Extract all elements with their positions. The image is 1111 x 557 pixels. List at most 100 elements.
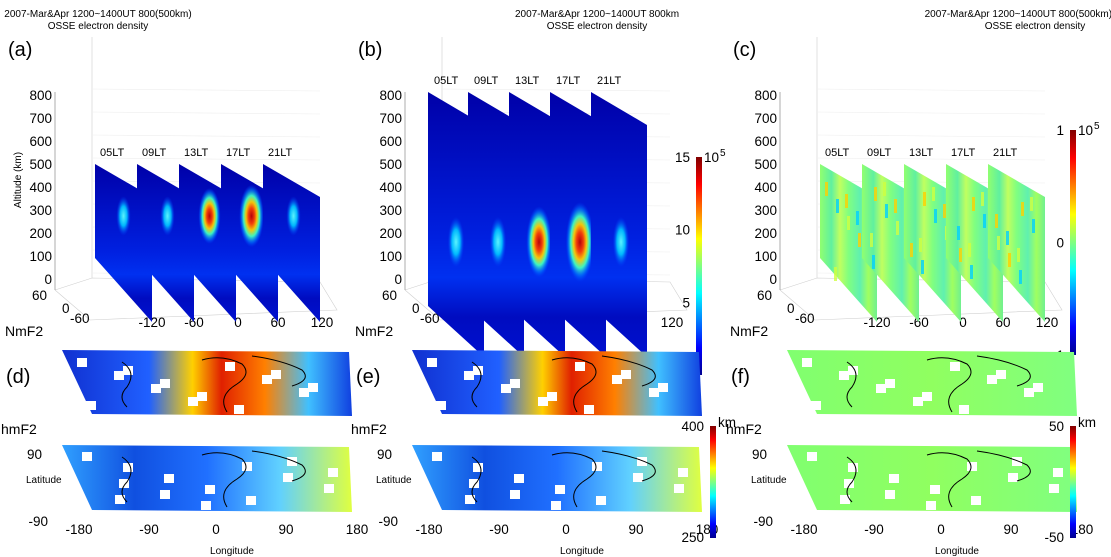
missing-data-cell [811, 401, 821, 410]
missing-data-cell [633, 473, 643, 482]
missing-data-cell [1012, 457, 1022, 466]
y-tick-label: 0 [787, 301, 795, 316]
lat-tick-label: -90 [378, 514, 398, 529]
missing-data-cell [123, 366, 133, 375]
coastline [121, 450, 306, 508]
lon-tick-label: -180 [790, 522, 817, 537]
residual-streak [983, 214, 986, 228]
z-tick-label: 100 [29, 249, 52, 264]
grid-line [816, 88, 1046, 92]
lat-tick-label: 90 [752, 447, 767, 462]
residual-streak [997, 236, 1000, 250]
y-tick-label: -60 [420, 311, 440, 326]
panel-a: 2007-Mar&Apr 1200~1400UT 800(500km)OSSE … [4, 9, 338, 330]
nmf2-map [787, 350, 1077, 416]
residual-streak [968, 243, 971, 257]
nmf2-map [412, 350, 702, 416]
slice-label: 05LT [434, 75, 459, 87]
missing-data-cell [234, 405, 244, 414]
missing-data-cell [473, 366, 483, 375]
grid-line [91, 134, 321, 138]
coastline [121, 355, 306, 413]
missing-data-cell [930, 485, 940, 494]
density-peak [526, 206, 552, 278]
x-tick-label: 120 [661, 315, 684, 330]
residual-streak [970, 265, 973, 279]
z-tick-label: 300 [29, 203, 52, 218]
lat-tick-label: 90 [27, 447, 42, 462]
longitude-label: Longitude [210, 546, 254, 557]
missing-data-cell [844, 479, 854, 488]
colorbar-tick-label: 50 [1049, 419, 1064, 434]
missing-data-cell [959, 405, 969, 414]
missing-data-cell [501, 384, 511, 393]
colorbar [1070, 130, 1076, 355]
panel-label: (c) [733, 39, 756, 61]
lon-tick-label: -90 [489, 522, 509, 537]
residual-streak [872, 255, 875, 269]
missing-data-cell [283, 473, 293, 482]
missing-data-cell [612, 375, 622, 384]
residual-streak [858, 233, 861, 247]
panel-title-line: OSSE electron density [48, 21, 149, 32]
z-tick-label: 300 [379, 203, 402, 218]
missing-data-cell [848, 463, 858, 472]
slice-label: 17LT [556, 75, 581, 87]
missing-data-cell [839, 371, 849, 380]
missing-data-cell [328, 468, 338, 477]
missing-data-cell [913, 397, 923, 406]
grid-line [816, 134, 1046, 138]
missing-data-cell [324, 484, 334, 493]
grid-line [816, 111, 1046, 115]
panel-title-line: OSSE electron density [547, 21, 648, 32]
missing-data-cell [885, 490, 895, 499]
missing-data-cell [271, 370, 281, 379]
coastline [471, 355, 656, 413]
missing-data-cell [922, 392, 932, 401]
missing-data-cell [840, 495, 850, 504]
missing-data-cell [119, 479, 129, 488]
lon-tick-label: 90 [628, 522, 643, 537]
panel-label: (a) [8, 39, 32, 61]
panel-label: (f) [731, 366, 750, 388]
density-peak [489, 216, 507, 268]
colorbar-unit: km [718, 415, 736, 430]
grid-line [441, 88, 671, 92]
colorbar-tick-label: 10 [675, 223, 690, 238]
missing-data-cell [926, 501, 936, 510]
lon-tick-label: 180 [1071, 522, 1094, 537]
missing-data-cell [876, 384, 886, 393]
slice-face [263, 164, 320, 322]
x-tick-label: -60 [909, 315, 929, 330]
missing-data-cell [950, 362, 960, 371]
z-axis-label: Altitude (km) [13, 152, 24, 208]
z-tick-label: 800 [379, 88, 402, 103]
colorbar [710, 426, 716, 538]
missing-data-cell [82, 452, 92, 461]
missing-data-cell [86, 401, 96, 410]
residual-streak [981, 192, 984, 206]
hmf2-label: hmF2 [1, 421, 37, 437]
longitude-label: Longitude [560, 546, 604, 557]
missing-data-cell [596, 496, 606, 505]
z-tick-label: 600 [29, 134, 52, 149]
missing-data-cell [555, 485, 565, 494]
missing-data-cell [123, 463, 133, 472]
missing-data-cell [848, 366, 858, 375]
z-tick-label: 0 [769, 272, 777, 287]
nmf2-label: NmF2 [5, 323, 43, 339]
missing-data-cell [971, 496, 981, 505]
panel-title-line: 2007-Mar&Apr 1200~1400UT 800(500km)-800k… [925, 9, 1111, 20]
residual-streak [836, 199, 839, 213]
latitude-label: Latitude [751, 475, 787, 486]
residual-streak [959, 248, 962, 262]
colorbar-tick-label: 250 [681, 530, 704, 545]
latitude-label: Latitude [376, 475, 412, 486]
missing-data-cell [807, 452, 817, 461]
residual-streak [943, 204, 946, 218]
colorbar-tick-label: 5 [682, 295, 690, 310]
missing-data-cell [592, 462, 602, 471]
residual-streak [1006, 231, 1009, 245]
